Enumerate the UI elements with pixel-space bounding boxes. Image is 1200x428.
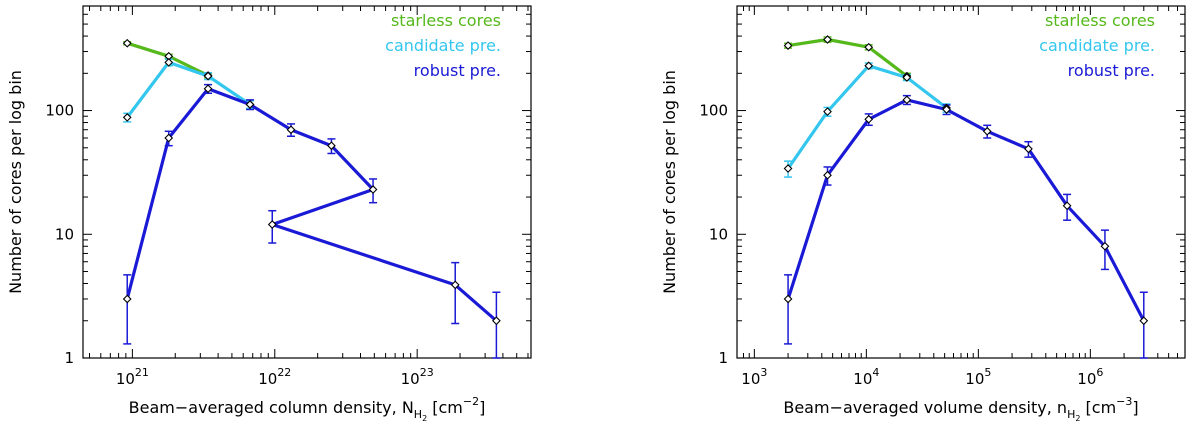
data-point: [286, 125, 296, 135]
x-tick-label: 1021: [116, 366, 149, 388]
y-tick-label: 10: [55, 225, 74, 243]
data-point: [267, 220, 277, 229]
data-point: [327, 141, 336, 151]
data-point: [982, 126, 992, 136]
x-axis-units-exponent: −2: [463, 395, 479, 408]
y-tick-label: 100: [699, 102, 728, 120]
series-line: [786, 98, 1146, 322]
x-axis-title-text: Beam−averaged volume density, n: [783, 398, 1067, 417]
data-point: [783, 294, 793, 304]
x-axis-units-close: ]: [479, 398, 485, 417]
data-point: [823, 170, 832, 180]
data-point: [864, 61, 874, 71]
legend-entry: robust pre.: [1068, 61, 1155, 80]
x-tick-exponent: 4: [872, 366, 879, 379]
series-line: [125, 60, 251, 119]
data-point: [245, 100, 255, 109]
data-point: [864, 114, 874, 124]
data-point: [1139, 316, 1149, 326]
x-tick-base: 10: [853, 370, 872, 388]
data-point: [823, 107, 832, 117]
x-tick-base: 10: [1077, 370, 1096, 388]
x-axis-sub-subscript: 2: [422, 414, 427, 423]
x-axis-units-close: ]: [1132, 398, 1138, 417]
data-point: [942, 105, 951, 114]
legend-entry: candidate pre.: [1039, 36, 1155, 55]
data-point: [902, 73, 912, 82]
x-axis-units-exponent: −3: [1116, 395, 1132, 408]
data-point: [122, 294, 132, 304]
x-tick-exponent: 5: [984, 366, 991, 379]
data-point: [122, 113, 132, 122]
x-tick-exponent: 6: [1096, 366, 1103, 379]
x-tick-base: 10: [965, 370, 984, 388]
x-tick-label: 1022: [258, 366, 291, 388]
data-point: [783, 164, 793, 173]
x-tick-label: 106: [1077, 366, 1103, 388]
data-point: [122, 38, 132, 48]
data-point: [450, 280, 460, 290]
x-tick-exponent: 3: [760, 366, 767, 379]
legend-entry: candidate pre.: [385, 36, 501, 55]
y-tick-label: 1: [64, 349, 74, 367]
x-tick-exponent: 23: [420, 366, 434, 379]
plot-frame: [736, 5, 1186, 359]
data-point: [203, 84, 213, 94]
y-tick-label: 10: [709, 225, 728, 243]
series-line: [125, 87, 498, 323]
series-robust-pre-: [784, 94, 1148, 359]
x-tick-label: 103: [741, 366, 767, 388]
data-point: [823, 35, 832, 44]
y-axis-title: Number of cores per log bin: [6, 70, 25, 294]
x-tick-label: 1023: [401, 366, 434, 388]
data-point: [203, 71, 213, 81]
x-tick-base: 10: [258, 370, 277, 388]
data-point: [1062, 201, 1072, 211]
x-axis-title: Beam−averaged volume density, nH2 [cm−3]: [783, 395, 1138, 423]
x-axis-units: [cm: [1080, 398, 1116, 417]
x-tick-base: 10: [116, 370, 135, 388]
x-tick-base: 10: [741, 370, 760, 388]
x-axis-subscript: H: [1067, 408, 1075, 421]
data-point: [1100, 241, 1110, 251]
x-tick-label: 105: [965, 366, 991, 388]
x-axis-subscript: H: [414, 408, 422, 421]
data-point: [164, 133, 174, 143]
data-point: [368, 185, 378, 194]
x-tick-base: 10: [401, 370, 420, 388]
data-point: [164, 58, 174, 67]
x-axis-title: Beam−averaged column density, NH2 [cm−2]: [129, 395, 486, 423]
x-axis-units: [cm: [427, 398, 463, 417]
x-tick-exponent: 22: [277, 366, 291, 379]
legend-entry: robust pre.: [414, 61, 501, 80]
series-line: [787, 37, 908, 78]
plot-frame: [82, 5, 532, 359]
x-axis-sub-subscript: 2: [1075, 414, 1080, 423]
x-tick-label: 104: [853, 366, 879, 388]
data-point: [902, 95, 912, 105]
legend-entry: starless cores: [391, 11, 501, 30]
y-tick-label: 100: [45, 102, 74, 120]
legend-entry: starless cores: [1045, 11, 1155, 30]
data-point: [783, 41, 793, 50]
x-axis-title-text: Beam−averaged column density, N: [129, 398, 414, 417]
data-point: [1024, 144, 1033, 154]
series-robust-pre-: [123, 83, 501, 359]
y-axis-title: Number of cores per log bin: [660, 70, 679, 294]
x-tick-exponent: 21: [135, 366, 149, 379]
data-point: [492, 316, 501, 326]
y-tick-label: 1: [718, 349, 728, 367]
data-point: [864, 42, 874, 52]
